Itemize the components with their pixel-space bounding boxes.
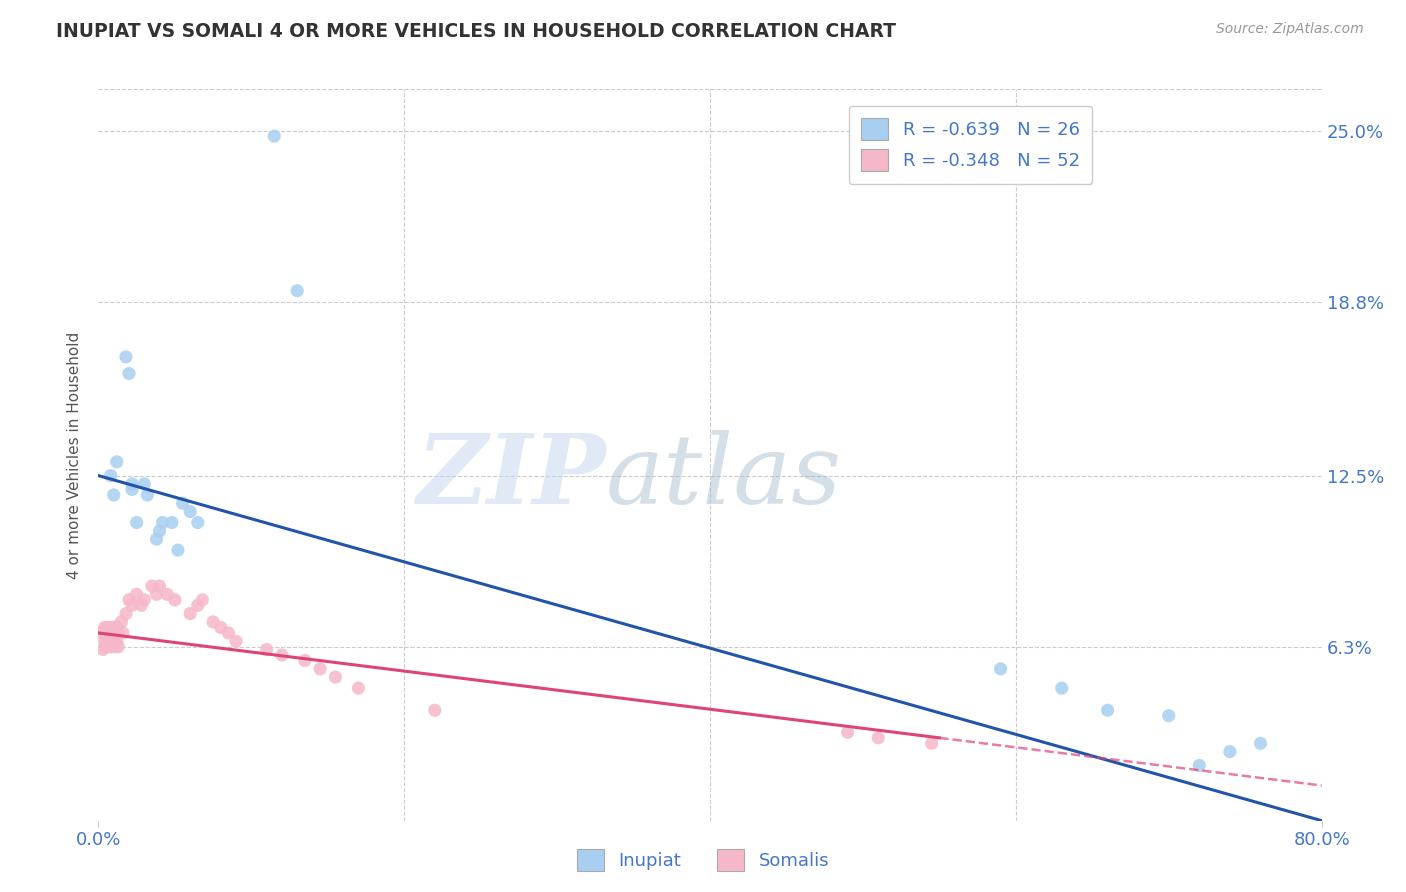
Point <box>97 634 120 648</box>
Legend: R = -0.639   N = 26, R = -0.348   N = 52: R = -0.639 N = 26, R = -0.348 N = 52 <box>848 105 1092 184</box>
Point <box>97 620 120 634</box>
Point <box>187 599 209 613</box>
Point <box>121 476 143 491</box>
Point <box>101 640 124 654</box>
Point <box>172 496 194 510</box>
Point <box>270 648 292 662</box>
Point <box>1188 758 1211 772</box>
Point <box>163 592 186 607</box>
Text: atlas: atlas <box>606 430 842 524</box>
Point <box>1157 708 1180 723</box>
Point <box>105 455 128 469</box>
Point <box>134 476 156 491</box>
Point <box>309 662 332 676</box>
Point <box>134 592 156 607</box>
Point <box>129 599 152 613</box>
Point <box>91 642 114 657</box>
Point <box>110 615 132 629</box>
Text: ZIP: ZIP <box>416 430 606 524</box>
Point <box>93 620 115 634</box>
Point <box>103 634 125 648</box>
Point <box>1219 745 1241 759</box>
Point <box>105 634 128 648</box>
Point <box>167 543 190 558</box>
Point <box>217 626 239 640</box>
Point <box>121 599 143 613</box>
Point <box>90 626 112 640</box>
Point <box>107 626 129 640</box>
Point <box>1249 736 1271 750</box>
Point <box>100 468 122 483</box>
Point <box>107 640 129 654</box>
Point <box>179 504 201 518</box>
Point <box>990 662 1012 676</box>
Point <box>93 634 115 648</box>
Point <box>94 640 117 654</box>
Point <box>156 587 179 601</box>
Point <box>423 703 446 717</box>
Point <box>202 615 225 629</box>
Point <box>141 579 163 593</box>
Point <box>103 620 125 634</box>
Point <box>145 532 167 546</box>
Legend: Inupiat, Somalis: Inupiat, Somalis <box>569 842 837 879</box>
Point <box>225 634 247 648</box>
Point <box>104 626 127 640</box>
Point <box>149 579 172 593</box>
Point <box>98 626 121 640</box>
Point <box>285 284 308 298</box>
Point <box>187 516 209 530</box>
Point <box>325 670 347 684</box>
Point <box>104 640 127 654</box>
Point <box>125 516 148 530</box>
Point <box>160 516 183 530</box>
Point <box>921 736 943 750</box>
Point <box>152 516 174 530</box>
Point <box>1050 681 1073 695</box>
Point <box>294 654 316 668</box>
Point <box>868 731 890 745</box>
Point <box>209 620 232 634</box>
Point <box>136 488 159 502</box>
Point <box>149 524 172 538</box>
Point <box>118 367 141 381</box>
Point <box>347 681 370 695</box>
Point <box>125 587 148 601</box>
Point <box>121 483 143 497</box>
Point <box>191 592 214 607</box>
Text: Source: ZipAtlas.com: Source: ZipAtlas.com <box>1216 22 1364 37</box>
Y-axis label: 4 or more Vehicles in Household: 4 or more Vehicles in Household <box>67 331 83 579</box>
Point <box>100 620 122 634</box>
Point <box>179 607 201 621</box>
Point <box>1097 703 1119 717</box>
Point <box>103 488 125 502</box>
Point <box>105 620 128 634</box>
Point <box>837 725 859 739</box>
Point <box>101 626 124 640</box>
Point <box>115 350 138 364</box>
Point <box>98 640 121 654</box>
Point <box>94 626 117 640</box>
Point <box>115 607 138 621</box>
Point <box>118 592 141 607</box>
Point <box>111 626 134 640</box>
Point <box>145 587 167 601</box>
Text: INUPIAT VS SOMALI 4 OR MORE VEHICLES IN HOUSEHOLD CORRELATION CHART: INUPIAT VS SOMALI 4 OR MORE VEHICLES IN … <box>56 22 896 41</box>
Point <box>100 634 122 648</box>
Point <box>263 129 285 144</box>
Point <box>256 642 278 657</box>
